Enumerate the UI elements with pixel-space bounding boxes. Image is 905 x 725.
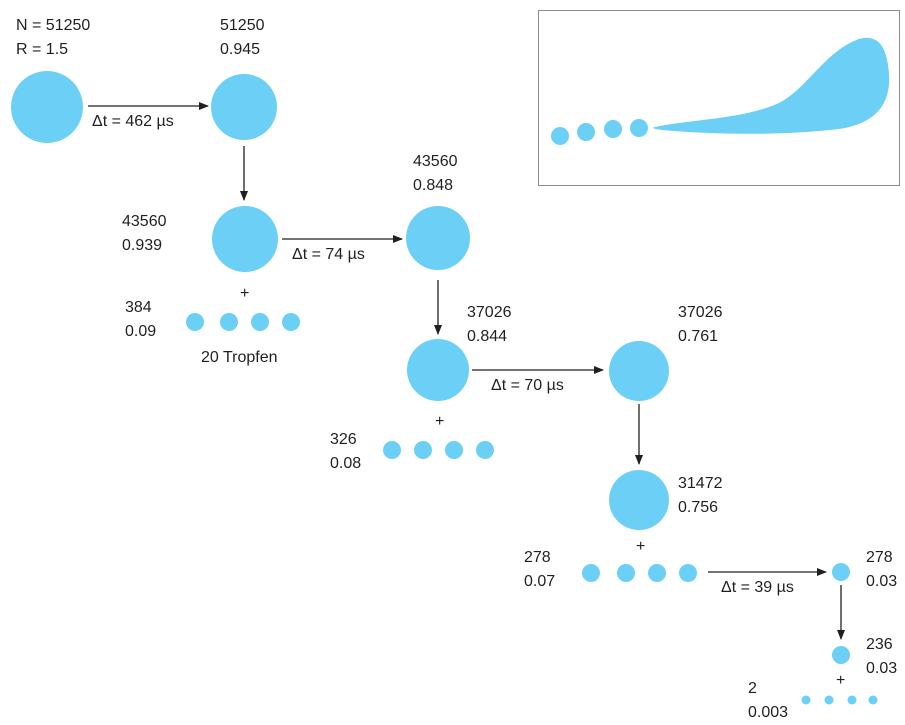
drop-radius: 0.848 bbox=[413, 177, 454, 194]
drop-count: 37026 bbox=[678, 304, 723, 321]
label-stage1: 51250 0.945 bbox=[220, 14, 265, 62]
satellite-droplet bbox=[414, 441, 432, 459]
transition-label-4: Δt = 39 µs bbox=[721, 579, 794, 596]
drop-radius: 0.003 bbox=[748, 704, 789, 721]
drop-stage6 bbox=[609, 470, 669, 530]
drop-stage3 bbox=[406, 206, 470, 270]
plus-sign: + bbox=[240, 285, 250, 302]
drop-count: 31472 bbox=[678, 475, 723, 492]
label-stage4: 37026 0.844 bbox=[467, 301, 512, 349]
satellite-droplet bbox=[679, 564, 697, 582]
drop-radius: 0.844 bbox=[467, 328, 508, 345]
inset-droplet bbox=[630, 119, 648, 137]
drop-initial bbox=[11, 71, 83, 143]
drop-radius: 0.945 bbox=[220, 41, 261, 58]
drop-count: 384 bbox=[125, 299, 152, 316]
satellite-droplet bbox=[617, 564, 635, 582]
drop-radius: 0.761 bbox=[678, 328, 719, 345]
inset-droplet bbox=[577, 123, 595, 141]
drop-count: N = 51250 bbox=[16, 17, 91, 34]
label-stage8: 236 0.03 bbox=[866, 633, 897, 681]
drop-count: 51250 bbox=[220, 17, 265, 34]
drop-radius: 0.939 bbox=[122, 237, 163, 254]
plus-sign: + bbox=[636, 538, 646, 555]
drop-count: 43560 bbox=[413, 153, 458, 170]
droplet-caption: 20 Tropfen bbox=[201, 349, 278, 366]
satellite-droplet bbox=[220, 313, 238, 331]
drop-stage7 bbox=[832, 563, 850, 581]
plus-sign: + bbox=[435, 413, 445, 430]
drop-radius: 0.03 bbox=[866, 660, 898, 677]
label-stage2: 43560 0.939 bbox=[122, 210, 167, 258]
satellite-droplet bbox=[383, 441, 401, 459]
satellite-droplet bbox=[868, 695, 878, 705]
satellite-droplet bbox=[476, 441, 494, 459]
satellite-droplet bbox=[582, 564, 600, 582]
label-satellites-2: 326 0.08 bbox=[330, 428, 361, 476]
label-stage6: 31472 0.756 bbox=[678, 472, 723, 520]
ligament-inset bbox=[538, 10, 900, 186]
drop-count: 278 bbox=[866, 549, 893, 566]
drop-count: 278 bbox=[524, 549, 551, 566]
plus-sign: + bbox=[836, 672, 846, 689]
transition-label-1: Δt = 462 µs bbox=[92, 113, 174, 130]
drop-radius: 0.03 bbox=[866, 573, 898, 590]
drop-radius: 0.08 bbox=[330, 455, 362, 472]
drop-radius: 0.07 bbox=[524, 573, 556, 590]
drop-stage4 bbox=[407, 339, 469, 401]
drop-stage8 bbox=[832, 646, 850, 664]
transition-label-2: Δt = 74 µs bbox=[292, 246, 365, 263]
drop-radius: 0.756 bbox=[678, 499, 719, 516]
drop-count: 43560 bbox=[122, 213, 167, 230]
label-stage3: 43560 0.848 bbox=[413, 150, 458, 198]
satellite-droplet bbox=[282, 313, 300, 331]
label-initial: N = 51250 R = 1.5 bbox=[16, 14, 90, 62]
transition-label-3: Δt = 70 µs bbox=[491, 377, 564, 394]
satellite-droplet bbox=[648, 564, 666, 582]
drop-count: 2 bbox=[748, 680, 757, 697]
drop-stage5 bbox=[609, 341, 669, 401]
drop-count: 326 bbox=[330, 431, 357, 448]
inset-droplet bbox=[604, 120, 622, 138]
label-satellites-3: 278 0.07 bbox=[524, 546, 555, 594]
drop-stage1 bbox=[211, 74, 277, 140]
drop-stage2 bbox=[212, 206, 278, 272]
satellite-droplet bbox=[824, 695, 834, 705]
drop-count: 37026 bbox=[467, 304, 512, 321]
label-stage7: 278 0.03 bbox=[866, 546, 897, 594]
satellite-droplet bbox=[847, 695, 857, 705]
satellite-droplet bbox=[186, 313, 204, 331]
label-satellites-1: 384 0.09 bbox=[125, 296, 156, 344]
ligament-shape bbox=[653, 37, 890, 134]
drop-radius: 0.09 bbox=[125, 323, 157, 340]
satellite-droplet bbox=[445, 441, 463, 459]
satellite-droplet bbox=[801, 695, 811, 705]
drop-count: 236 bbox=[866, 636, 893, 653]
inset-droplet bbox=[551, 127, 569, 145]
satellite-droplet bbox=[251, 313, 269, 331]
label-satellites-4: 2 0.003 bbox=[748, 677, 788, 725]
label-stage5: 37026 0.761 bbox=[678, 301, 723, 349]
drop-radius: R = 1.5 bbox=[16, 41, 69, 58]
